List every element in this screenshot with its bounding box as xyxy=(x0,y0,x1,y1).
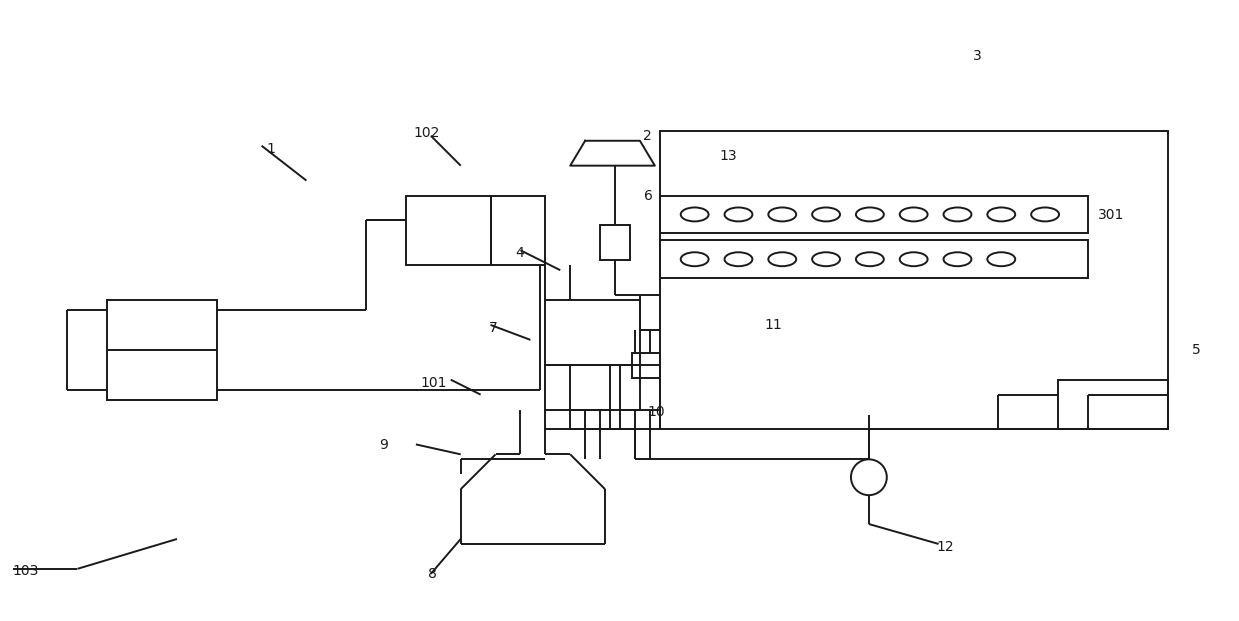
Bar xyxy=(600,225,629,260)
Text: 12: 12 xyxy=(937,540,954,554)
Text: 3: 3 xyxy=(974,49,983,63)
Bar xyxy=(632,353,660,378)
Bar xyxy=(570,365,610,410)
Text: 103: 103 xyxy=(12,564,40,578)
Bar xyxy=(620,365,660,410)
Text: 4: 4 xyxy=(515,247,524,260)
Bar xyxy=(545,300,639,365)
Bar xyxy=(491,196,545,265)
Text: 2: 2 xyxy=(643,129,652,143)
Text: 10: 10 xyxy=(648,404,665,419)
Text: 8: 8 xyxy=(427,567,436,581)
Text: 102: 102 xyxy=(414,126,440,140)
Text: 301: 301 xyxy=(1098,209,1124,222)
Text: 101: 101 xyxy=(421,376,447,389)
Text: 7: 7 xyxy=(488,321,497,335)
Bar xyxy=(108,300,217,399)
Text: 11: 11 xyxy=(764,318,782,332)
Bar xyxy=(660,131,1167,430)
Text: 13: 13 xyxy=(720,148,737,163)
Text: 9: 9 xyxy=(379,438,388,452)
Bar xyxy=(406,196,491,265)
Text: 5: 5 xyxy=(1192,343,1201,357)
Bar xyxy=(660,196,1088,233)
Bar xyxy=(1058,379,1167,430)
Bar xyxy=(660,240,1088,278)
Text: 6: 6 xyxy=(644,189,653,202)
Bar xyxy=(545,365,639,410)
Text: 1: 1 xyxy=(266,142,275,156)
